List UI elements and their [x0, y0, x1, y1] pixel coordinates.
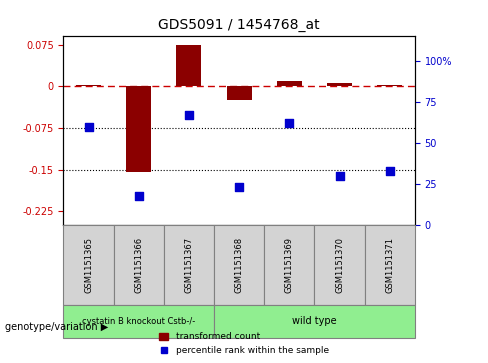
- FancyBboxPatch shape: [63, 305, 214, 338]
- Legend: transformed count, percentile rank within the sample: transformed count, percentile rank withi…: [156, 329, 332, 359]
- Point: [185, 112, 193, 118]
- Point: [285, 121, 293, 126]
- Point: [84, 124, 92, 130]
- FancyBboxPatch shape: [264, 225, 314, 305]
- FancyBboxPatch shape: [214, 305, 415, 338]
- Text: GSM1151370: GSM1151370: [335, 237, 344, 293]
- Point: [135, 193, 142, 199]
- Text: GSM1151366: GSM1151366: [134, 237, 143, 293]
- FancyBboxPatch shape: [365, 225, 415, 305]
- Bar: [176, 45, 202, 86]
- Point: [386, 168, 394, 174]
- Text: GSM1151365: GSM1151365: [84, 237, 93, 293]
- FancyBboxPatch shape: [214, 225, 264, 305]
- Text: GSM1151368: GSM1151368: [235, 237, 244, 293]
- Bar: [76, 85, 101, 86]
- Text: genotype/variation ▶: genotype/variation ▶: [5, 322, 108, 332]
- Bar: [226, 86, 252, 100]
- Text: GSM1151371: GSM1151371: [385, 237, 394, 293]
- Text: GSM1151367: GSM1151367: [184, 237, 193, 293]
- FancyBboxPatch shape: [114, 225, 164, 305]
- FancyBboxPatch shape: [63, 225, 114, 305]
- Point: [235, 184, 243, 190]
- FancyBboxPatch shape: [314, 225, 365, 305]
- Bar: [277, 81, 302, 86]
- Bar: [377, 85, 402, 86]
- Bar: [126, 86, 151, 172]
- Text: GSM1151369: GSM1151369: [285, 237, 294, 293]
- Text: cystatin B knockout Cstb-/-: cystatin B knockout Cstb-/-: [82, 317, 195, 326]
- FancyBboxPatch shape: [164, 225, 214, 305]
- Bar: [327, 83, 352, 86]
- Text: wild type: wild type: [292, 316, 337, 326]
- Point: [336, 173, 344, 179]
- Title: GDS5091 / 1454768_at: GDS5091 / 1454768_at: [158, 19, 320, 33]
